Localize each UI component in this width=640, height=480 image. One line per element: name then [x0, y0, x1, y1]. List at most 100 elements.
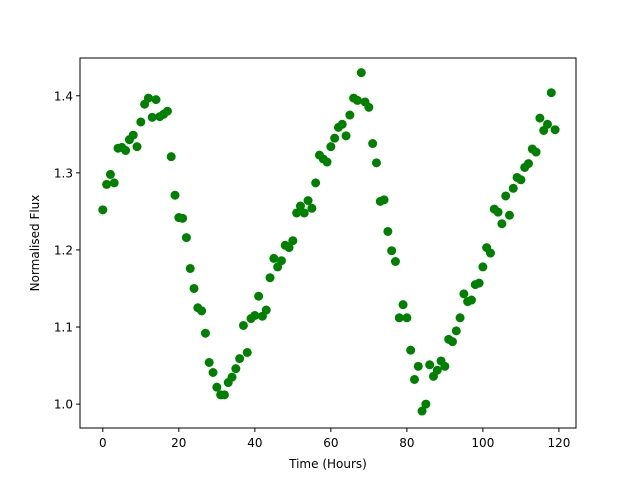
data-point — [261, 305, 271, 315]
data-point — [98, 205, 108, 215]
data-point — [368, 139, 378, 149]
data-point — [162, 106, 172, 116]
plot-frame — [79, 57, 577, 429]
y-tick-label: 1.4 — [54, 89, 73, 103]
data-point — [250, 310, 260, 320]
data-point — [276, 256, 286, 266]
data-point — [311, 178, 321, 188]
data-point — [531, 147, 541, 157]
y-axis: 1.0 1.1 1.2 1.3 1.4 — [54, 89, 80, 412]
data-point — [493, 207, 503, 217]
y-axis-label: Normalised Flux — [28, 195, 42, 292]
data-point — [181, 233, 191, 243]
x-axis-label: Time (Hours) — [288, 457, 367, 471]
data-point — [497, 219, 507, 229]
data-point — [288, 236, 298, 246]
data-point — [147, 112, 157, 122]
x-tick-label: 20 — [171, 436, 186, 450]
data-point — [151, 95, 161, 105]
x-tick-label: 0 — [99, 436, 107, 450]
data-point — [200, 328, 210, 338]
data-point — [501, 191, 511, 201]
data-point — [102, 179, 112, 189]
data-point — [466, 295, 476, 305]
x-tick-label: 80 — [399, 436, 414, 450]
x-axis: 0 20 40 60 80 100 120 — [99, 428, 570, 450]
data-point — [284, 243, 294, 253]
data-point — [523, 159, 533, 169]
data-point — [303, 196, 313, 206]
data-point — [387, 246, 397, 256]
data-point — [307, 203, 317, 213]
data-point — [455, 313, 465, 323]
data-point — [546, 88, 556, 98]
data-point — [238, 320, 248, 330]
x-tick-label: 60 — [323, 436, 338, 450]
data-point — [394, 313, 404, 323]
x-tick-label: 40 — [247, 436, 262, 450]
y-tick-label: 1.0 — [54, 398, 73, 412]
data-point — [330, 133, 340, 143]
data-point — [478, 262, 488, 272]
data-point — [390, 257, 400, 266]
data-point — [440, 361, 450, 371]
data-point — [197, 306, 207, 316]
data-point — [189, 283, 199, 293]
data-point — [128, 130, 138, 140]
data-point — [136, 117, 146, 127]
data-point — [143, 93, 153, 103]
data-point — [185, 263, 195, 273]
data-point — [406, 345, 416, 355]
data-point — [231, 364, 241, 374]
data-point — [326, 142, 336, 152]
data-point — [550, 125, 560, 135]
data-point — [219, 390, 229, 400]
data-point — [292, 208, 302, 218]
data-point — [204, 357, 214, 367]
data-point — [227, 372, 237, 382]
data-point — [508, 183, 518, 193]
data-point — [447, 337, 457, 347]
data-point — [383, 226, 393, 236]
data-point — [516, 175, 526, 185]
data-points — [98, 68, 560, 416]
data-point — [299, 208, 309, 218]
data-point — [170, 190, 180, 200]
data-point — [413, 361, 423, 371]
data-point — [337, 119, 347, 129]
data-point — [166, 152, 176, 162]
data-point — [398, 300, 408, 310]
data-point — [345, 110, 355, 120]
data-point — [269, 253, 279, 263]
x-tick-label: 100 — [471, 436, 494, 450]
data-point — [109, 178, 119, 188]
data-point — [474, 278, 484, 288]
data-point — [265, 273, 275, 283]
data-point — [451, 326, 461, 336]
data-point — [132, 142, 142, 152]
data-point — [542, 119, 552, 129]
data-point — [295, 201, 305, 211]
data-point — [235, 354, 245, 364]
y-tick-label: 1.1 — [54, 321, 73, 335]
data-point — [105, 169, 115, 179]
data-point — [121, 146, 131, 155]
data-point — [254, 291, 264, 301]
x-tick-label: 120 — [547, 436, 570, 450]
data-point — [402, 313, 412, 323]
data-point — [352, 95, 362, 105]
data-point — [242, 347, 252, 357]
data-point — [421, 399, 431, 409]
data-point — [341, 131, 351, 141]
data-point — [208, 368, 218, 377]
data-point — [322, 157, 332, 167]
y-tick-label: 1.3 — [54, 166, 73, 180]
data-point — [425, 360, 435, 370]
data-point — [379, 195, 389, 205]
data-point — [409, 374, 419, 384]
data-point — [417, 406, 427, 416]
data-point — [485, 248, 495, 258]
data-point — [356, 68, 366, 78]
